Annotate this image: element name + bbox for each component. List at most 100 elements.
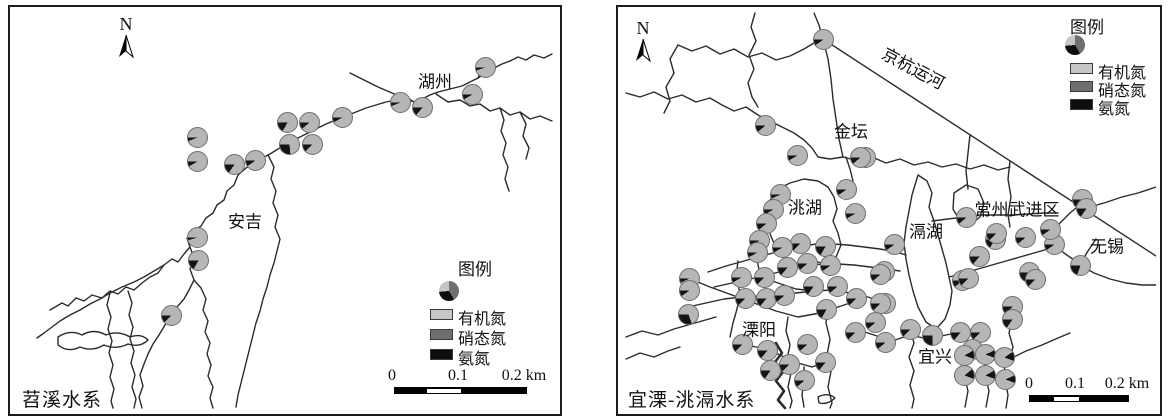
place-label: 滆湖 (909, 222, 943, 242)
place-label: 溧阳 (742, 320, 776, 340)
scale-bar-segment (427, 388, 461, 393)
pie-marker (301, 133, 323, 155)
pie-marker (389, 91, 411, 113)
pie-marker (1075, 197, 1097, 219)
map-panel-yili-taoge: N 图例 有机氮 硝态氮 氨氮 (616, 5, 1162, 416)
legend-pie-icon (1065, 35, 1085, 55)
pie-marker (186, 226, 208, 248)
pie-marker (298, 111, 320, 133)
scale-mid: 0.1 (1065, 375, 1085, 392)
pie-marker (773, 284, 795, 306)
pie-marker (864, 311, 886, 333)
pie-marker (187, 249, 209, 271)
pie-marker (974, 364, 996, 386)
pie-marker (734, 287, 756, 309)
nitrate-n-swatch (430, 329, 453, 340)
pie-marker (844, 321, 866, 343)
place-label: 金坛 (834, 122, 868, 142)
pie-marker (994, 368, 1016, 390)
organic-n-swatch (430, 309, 453, 320)
place-label: 安吉 (228, 212, 262, 232)
scale-zero: 0 (388, 367, 396, 384)
legend-item-label: 氨氮 (1098, 101, 1131, 118)
legend-title: 图例 (458, 260, 492, 279)
scale-zero: 0 (1025, 375, 1033, 392)
pie-marker (754, 114, 776, 136)
pie-marker (677, 303, 699, 325)
scale-end: 0.2 km (1104, 375, 1150, 392)
pie-marker (1024, 268, 1046, 290)
pie-marker (921, 324, 943, 346)
pie-marker (993, 346, 1015, 368)
pie-marker (1001, 308, 1023, 330)
legend-item: 有机氮 (1070, 61, 1155, 82)
pie-marker (746, 241, 768, 263)
pie-marker (730, 266, 752, 288)
north-label: N (636, 18, 650, 38)
map-panel-tiaoxi: N 图例 有机氮 硝态氮 氨氮 (8, 5, 562, 416)
legend-pie-icon (439, 281, 459, 301)
pie-marker (786, 144, 808, 166)
pie-marker (819, 254, 841, 276)
north-indicator: N (113, 15, 139, 64)
watershed-name: 宜溧-洮滆水系 (628, 390, 756, 411)
north-arrow-icon (119, 34, 135, 59)
pie-marker (678, 279, 700, 301)
legend-item: 硝态氮 (430, 327, 540, 348)
pie-marker (869, 292, 891, 314)
pie-marker (461, 83, 483, 105)
legend-item-label: 硝态氮 (458, 331, 507, 348)
pie-marker (968, 245, 990, 267)
pie-marker (278, 133, 300, 155)
pie-marker (753, 266, 775, 288)
legend-item-label: 硝态氮 (1098, 83, 1147, 100)
pie-marker (796, 333, 818, 355)
pie-marker (953, 344, 975, 366)
north-label: N (119, 14, 133, 34)
pie-marker (276, 111, 298, 133)
pie-marker (849, 146, 871, 168)
pie-marker (186, 126, 208, 148)
pie-marker (731, 333, 753, 355)
legend-item: 氨氮 (1070, 97, 1155, 118)
legend-title: 图例 (1070, 18, 1104, 37)
scale-bar-rule (1029, 395, 1129, 402)
north-arrow-icon (636, 38, 652, 63)
scale-bar-rule (394, 387, 527, 394)
ammonia-n-swatch (1070, 99, 1093, 110)
place-label: 湖州 (418, 72, 452, 92)
pie-marker (814, 351, 836, 373)
pie-marker (826, 275, 848, 297)
pie-marker (244, 149, 266, 171)
pie-marker (869, 263, 891, 285)
legend-item: 硝态氮 (1070, 79, 1155, 100)
pie-marker (845, 287, 867, 309)
north-indicator: N (630, 19, 656, 68)
river-network (36, 53, 553, 409)
pie-marker (874, 331, 896, 353)
pie-marker (778, 353, 800, 375)
pie-marker (802, 275, 824, 297)
ammonia-n-swatch (430, 349, 453, 360)
legend-item-label: 氨氮 (458, 351, 491, 368)
pie-marker (186, 150, 208, 172)
pie-marker (814, 235, 836, 257)
scale-mid: 0.1 (448, 367, 468, 384)
place-label: 无锡 (1090, 237, 1124, 257)
place-label: 洮湖 (788, 198, 822, 218)
pie-marker (759, 359, 781, 381)
pie-marker (1014, 226, 1036, 248)
legend-item-label: 有机氮 (458, 311, 507, 328)
pie-marker (974, 343, 996, 365)
pie-marker (883, 233, 905, 255)
pie-marker (160, 304, 182, 326)
pie-marker (835, 178, 857, 200)
organic-n-swatch (1070, 63, 1093, 74)
scale-bar-segment (1054, 396, 1079, 401)
place-label: 常州武进区 (974, 200, 1060, 220)
pie-marker (771, 236, 793, 258)
pie-marker (411, 96, 433, 118)
pie-marker (812, 28, 834, 50)
pie-marker (985, 222, 1007, 244)
